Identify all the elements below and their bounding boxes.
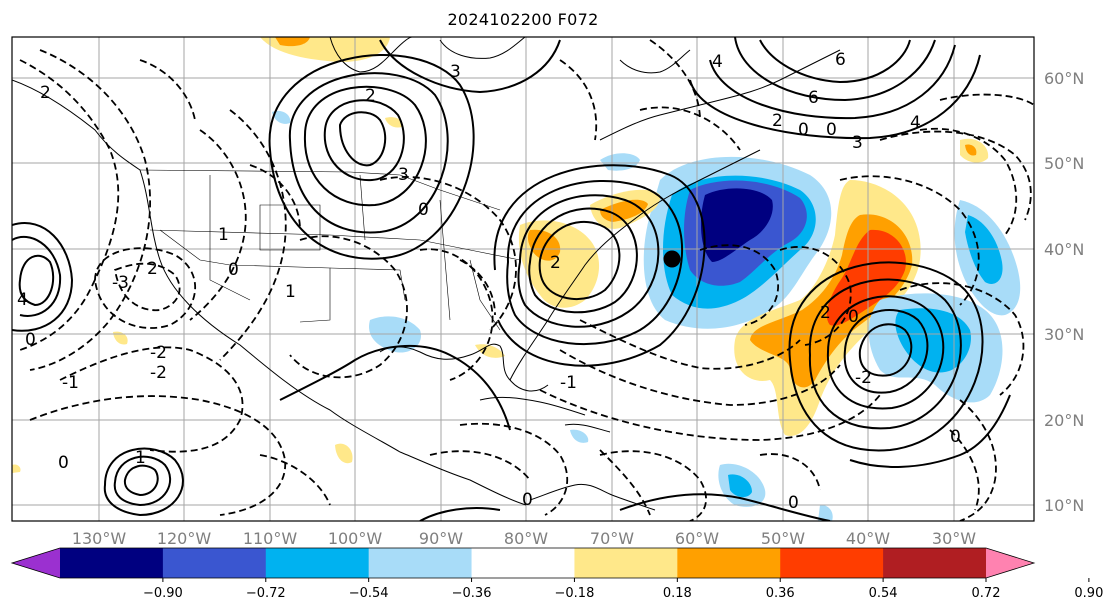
contour-label: -3	[112, 273, 129, 293]
contour-label: 4	[17, 290, 28, 310]
colorbar-tick-label: 0.54	[869, 586, 898, 601]
contour-label: 3	[398, 165, 409, 185]
contour-label: -2	[150, 363, 167, 383]
colorbar-segment	[471, 548, 575, 578]
contour-label: 0	[58, 453, 69, 473]
contour-label: 0	[418, 200, 429, 220]
longitude-labels: 130°W 120°W 110°W 100°W 90°W 80°W 70°W 6…	[72, 529, 976, 548]
lon-label: 90°W	[419, 529, 463, 548]
contour-label: 0	[228, 260, 239, 280]
lon-label: 30°W	[932, 529, 976, 548]
colorbar-tick-label: −0.72	[246, 586, 286, 601]
colorbar-tick-label: 0.72	[972, 586, 1001, 601]
colorbar-segment	[162, 548, 267, 578]
colorbar-tick-label: 0.18	[663, 586, 692, 601]
colorbar-outline	[10, 547, 1036, 579]
contour-label: 0	[826, 120, 837, 140]
lat-label: 60°N	[1044, 69, 1084, 88]
lat-label: 30°N	[1044, 325, 1084, 344]
colorbar-tick-label: −0.90	[143, 586, 183, 601]
lon-label: 80°W	[504, 529, 548, 548]
colorbar-segment	[677, 548, 781, 578]
solid-contours	[12, 37, 1011, 521]
lon-label: 60°W	[675, 529, 719, 548]
contour-label: 2	[40, 83, 51, 103]
contour-label: 0	[798, 120, 809, 140]
colorbar-tick-label: −0.18	[555, 586, 595, 601]
lon-label: 130°W	[72, 529, 127, 548]
contour-label: 0	[848, 307, 859, 327]
contour-label: -1	[62, 373, 79, 393]
contour-label: 3	[852, 133, 863, 153]
colorbar: −0.90 −0.72 −0.54 −0.36 −0.18 0.18 0.36 0.54 0.7…	[10, 547, 1103, 601]
contour-label: 0	[522, 490, 533, 510]
contour-label: 6	[835, 50, 846, 70]
colorbar-segment	[368, 548, 473, 578]
contour-label: -2	[855, 368, 872, 388]
contour-label: 2	[550, 253, 561, 273]
contour-label: 6	[808, 88, 819, 108]
colorbar-segment	[60, 548, 164, 578]
contour-label: 1	[218, 225, 229, 245]
colorbar-tick-label: −0.54	[349, 586, 389, 601]
lon-label: 110°W	[243, 529, 298, 548]
colorbar-segment	[780, 548, 884, 578]
dashed-contours	[19, 39, 1034, 521]
storm-center-marker	[663, 250, 681, 268]
latitude-labels: 60°N 50°N 40°N 30°N 20°N 10°N	[1044, 69, 1084, 515]
contour-label: 2	[365, 86, 376, 106]
lat-label: 40°N	[1044, 240, 1084, 259]
map-title: 2024102200 F072	[447, 10, 599, 29]
colorbar-segment	[883, 548, 987, 578]
colorbar-segment	[574, 548, 678, 578]
contour-label: 1	[135, 448, 146, 468]
lon-label: 50°W	[761, 529, 805, 548]
shaded-anomaly-layer	[12, 37, 1021, 521]
lat-label: 50°N	[1044, 154, 1084, 173]
map-frame	[11, 36, 1035, 522]
colorbar-tick-label: 0.90	[1074, 586, 1103, 601]
colorbar-extend-high	[986, 548, 1034, 578]
lon-label: 100°W	[328, 529, 383, 548]
graticule	[12, 37, 1034, 521]
colorbar-extend-low	[12, 548, 60, 578]
contour-label: 2	[820, 303, 831, 323]
colorbar-tick-label: 0.36	[766, 586, 795, 601]
contour-label: 0	[25, 330, 36, 350]
contour-label: 2	[772, 111, 783, 131]
colorbar-tick-label: −0.36	[452, 586, 492, 601]
lon-label: 120°W	[157, 529, 212, 548]
contour-label: 1	[285, 282, 296, 302]
contour-label: 0	[788, 493, 799, 513]
contour-label: 0	[950, 427, 961, 447]
contour-label: 4	[910, 113, 921, 133]
contour-label: 3	[450, 62, 461, 82]
colorbar-segment	[265, 548, 370, 578]
contour-label: 4	[712, 52, 723, 72]
contour-label: -1	[560, 373, 577, 393]
political-boundaries	[139, 169, 521, 331]
lon-label: 70°W	[590, 529, 634, 548]
contour-label: -2	[150, 343, 167, 363]
contour-label-layer: 3 2 6 2 0 0 4 3 2 0 3 4 6 4 1 2 1 0 0 -1…	[17, 50, 961, 513]
lon-label: 40°W	[846, 529, 890, 548]
lat-label: 10°N	[1044, 496, 1084, 515]
contour-label: 2	[147, 259, 158, 279]
lat-label: 20°N	[1044, 411, 1084, 430]
